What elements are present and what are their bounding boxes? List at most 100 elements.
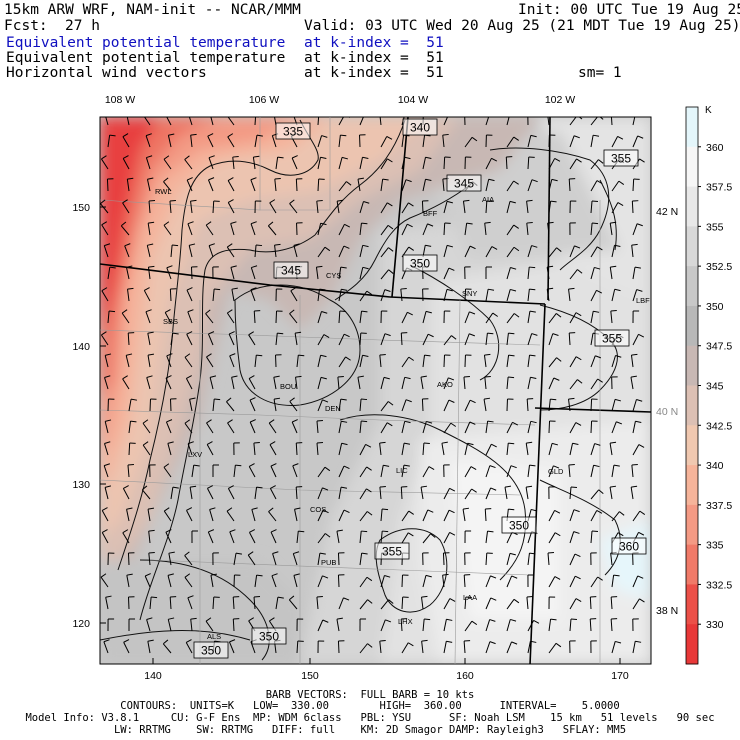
wind-barb [401, 311, 413, 324]
wind-barb [107, 266, 116, 280]
wind-barb [380, 224, 394, 236]
wind-barb [274, 177, 281, 192]
wind-barb [104, 353, 112, 368]
wind-barb [268, 419, 277, 434]
contour-label: 355 [374, 542, 410, 560]
wind-barb [548, 642, 562, 654]
wind-barb [226, 309, 235, 324]
wind-barb [317, 288, 326, 302]
city-label: COS [310, 505, 326, 514]
wind-barb [611, 464, 620, 478]
wind-barb [631, 200, 639, 214]
wind-barb [336, 617, 343, 632]
wind-barb [527, 619, 540, 632]
wind-barb [569, 598, 582, 610]
wind-barb [590, 310, 600, 324]
wind-barb [422, 574, 432, 588]
wind-barb [317, 466, 331, 478]
wind-barb [185, 375, 193, 390]
wind-barb [101, 529, 109, 544]
wind-barb [504, 485, 511, 500]
wind-barb [212, 266, 219, 280]
colorbar: K 360 357.5 355 352.5 350 347.5 345 342.5 340 337.… [685, 105, 732, 665]
wind-barb [294, 331, 302, 346]
wind-barb [254, 244, 263, 258]
wind-barb [170, 486, 179, 500]
wind-barb [187, 221, 194, 236]
wind-barb [253, 441, 260, 456]
wind-barb [145, 309, 152, 324]
wind-barb [190, 199, 197, 214]
wind-barb [122, 375, 130, 390]
wind-barb [400, 332, 408, 346]
wind-barb [269, 199, 277, 214]
wind-barb [100, 199, 109, 214]
wind-barb [107, 134, 116, 148]
wind-barb [441, 441, 448, 456]
wind-barb [184, 573, 193, 588]
wind-barb [105, 117, 109, 126]
wind-barb [630, 353, 638, 368]
wind-barb [485, 332, 494, 346]
wind-barb [548, 134, 556, 148]
wind-barb [548, 442, 559, 456]
wind-barb [295, 442, 303, 456]
wind-barb [401, 179, 412, 192]
wind-barb [317, 575, 329, 588]
wind-barb [632, 444, 645, 456]
wind-barb [464, 421, 476, 434]
wind-barb [506, 618, 517, 632]
wind-barb [357, 177, 364, 192]
wind-barb [104, 375, 111, 390]
wind-barb [422, 442, 430, 456]
wind-barb [127, 596, 135, 610]
wind-barb [401, 156, 411, 170]
wind-barb [317, 619, 329, 632]
wind-barb [380, 136, 393, 148]
wind-barb [120, 221, 130, 236]
wind-barb [443, 509, 455, 522]
wind-barb [422, 333, 434, 346]
wind-barb [485, 619, 496, 632]
wind-barb [253, 596, 261, 610]
wind-barb [484, 508, 492, 522]
city-label: PUB [321, 558, 336, 567]
wind-barb [169, 398, 177, 412]
wind-barb [380, 619, 392, 632]
wind-barb [128, 618, 136, 632]
wind-barb [227, 199, 235, 214]
wind-barb [420, 375, 427, 390]
wind-barb [464, 466, 477, 478]
wind-barb [275, 596, 284, 610]
wind-barb [464, 136, 478, 148]
wind-barb [547, 221, 554, 236]
wind-barb [191, 530, 198, 544]
x-tick-label: 170 [611, 670, 629, 682]
wind-barb [569, 269, 583, 280]
wind-barb [379, 353, 386, 368]
wind-barb [296, 222, 303, 236]
wind-barb [443, 618, 453, 632]
wind-barb [632, 618, 639, 632]
wind-barb [422, 288, 429, 302]
wind-barb [568, 397, 575, 412]
wind-barb [317, 509, 329, 522]
wind-barb [400, 287, 407, 302]
wind-barb [590, 420, 598, 434]
wind-barb [464, 399, 476, 412]
contour-label: 350 [251, 627, 287, 645]
wind-barb [548, 486, 555, 500]
city-label: CYS [326, 271, 341, 280]
wind-barb [121, 309, 130, 324]
wind-barb [590, 266, 601, 280]
wind-barb [485, 420, 494, 434]
wind-barb [506, 598, 520, 610]
wind-barb [380, 269, 394, 280]
wind-barb [443, 598, 456, 610]
wind-barb [422, 552, 429, 566]
wind-barb [338, 134, 347, 148]
wind-barb [569, 222, 576, 236]
wind-barb [338, 266, 347, 280]
wind-barb [100, 573, 109, 588]
wind-barb [147, 639, 154, 654]
